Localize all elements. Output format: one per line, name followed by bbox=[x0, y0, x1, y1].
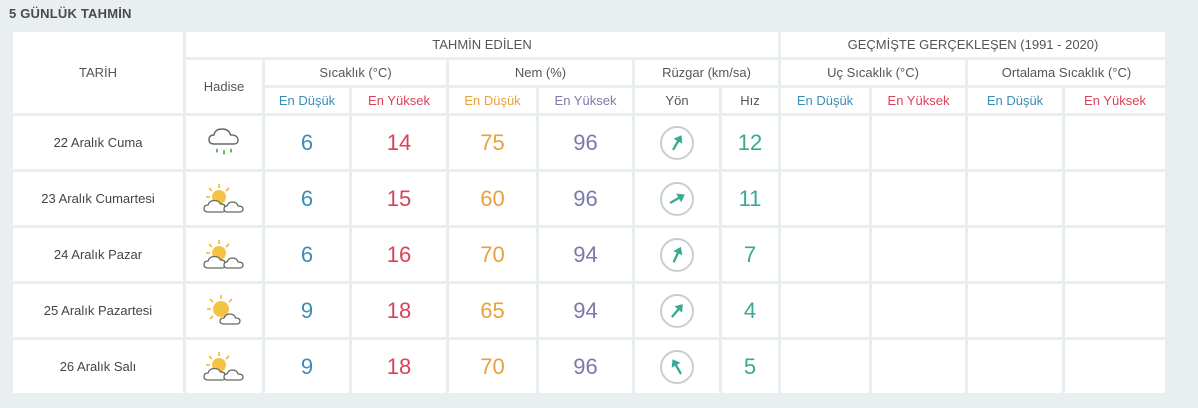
temp-high-value: 16 bbox=[352, 228, 446, 281]
weather-event-cell bbox=[186, 228, 262, 281]
weather-event-cell bbox=[186, 172, 262, 225]
humidity-header: Nem (%) bbox=[449, 60, 632, 85]
humidity-high-value: 96 bbox=[539, 116, 632, 169]
temp-low-value: 6 bbox=[265, 116, 349, 169]
page-title: 5 GÜNLÜK TAHMİN bbox=[9, 6, 132, 21]
history-group-header: GEÇMİŞTE GERÇEKLEŞEN (1991 - 2020) bbox=[781, 32, 1165, 57]
wind-direction-cell bbox=[635, 172, 719, 225]
extreme-high-cell bbox=[872, 228, 965, 281]
wind-speed-header: Hız bbox=[722, 88, 778, 113]
humidity-low-value: 70 bbox=[449, 340, 536, 393]
temp-low-value: 6 bbox=[265, 228, 349, 281]
weather-event-cell bbox=[186, 340, 262, 393]
avg-high-cell bbox=[1065, 172, 1165, 225]
temp-low-value: 9 bbox=[265, 284, 349, 337]
day-date: 25 Aralık Pazartesi bbox=[13, 284, 183, 337]
wind-direction-icon bbox=[660, 181, 694, 216]
extreme-high-cell bbox=[872, 116, 965, 169]
extreme-low-cell bbox=[781, 116, 869, 169]
wind-direction-cell bbox=[635, 116, 719, 169]
temp-low-header: En Düşük bbox=[265, 88, 349, 113]
wind-speed-value: 11 bbox=[722, 172, 778, 225]
extreme-low-header: En Düşük bbox=[781, 88, 869, 113]
wind-direction-header: Yön bbox=[635, 88, 719, 113]
avg-low-cell bbox=[968, 116, 1062, 169]
partly-cloudy-icon bbox=[186, 350, 262, 384]
hum-low-header: En Düşük bbox=[449, 88, 536, 113]
wind-direction-icon bbox=[660, 125, 694, 160]
wind-direction-icon bbox=[660, 237, 694, 272]
day-date: 24 Aralık Pazar bbox=[13, 228, 183, 281]
extreme-high-cell bbox=[872, 172, 965, 225]
forecast-row: 25 Aralık Pazartesi 9 18 65 94 4 bbox=[13, 284, 1165, 337]
avg-high-cell bbox=[1065, 228, 1165, 281]
humidity-low-value: 60 bbox=[449, 172, 536, 225]
wind-speed-value: 4 bbox=[722, 284, 778, 337]
wind-direction-icon bbox=[660, 293, 694, 328]
temp-low-value: 9 bbox=[265, 340, 349, 393]
humidity-high-value: 94 bbox=[539, 228, 632, 281]
wind-direction-cell bbox=[635, 284, 719, 337]
extreme-high-cell bbox=[872, 340, 965, 393]
forecast-row: 23 Aralık Cumartesi 6 15 60 96 11 bbox=[13, 172, 1165, 225]
rain-cloud-icon bbox=[186, 126, 262, 160]
wind-header: Rüzgar (km/sa) bbox=[635, 60, 778, 85]
temp-header: Sıcaklık (°C) bbox=[265, 60, 446, 85]
humidity-high-value: 96 bbox=[539, 340, 632, 393]
avg-low-cell bbox=[968, 340, 1062, 393]
temp-high-header: En Yüksek bbox=[352, 88, 446, 113]
avg-low-cell bbox=[968, 284, 1062, 337]
date-header: TARİH bbox=[13, 32, 183, 113]
humidity-low-value: 65 bbox=[449, 284, 536, 337]
temp-high-value: 14 bbox=[352, 116, 446, 169]
wind-direction-cell bbox=[635, 228, 719, 281]
wind-speed-value: 5 bbox=[722, 340, 778, 393]
event-header: Hadise bbox=[186, 60, 262, 113]
avg-high-cell bbox=[1065, 284, 1165, 337]
avg-high-cell bbox=[1065, 116, 1165, 169]
temp-low-value: 6 bbox=[265, 172, 349, 225]
temp-high-value: 15 bbox=[352, 172, 446, 225]
day-date: 23 Aralık Cumartesi bbox=[13, 172, 183, 225]
mostly-sunny-icon bbox=[186, 294, 262, 328]
extreme-temp-header: Uç Sıcaklık (°C) bbox=[781, 60, 965, 85]
avg-temp-header: Ortalama Sıcaklık (°C) bbox=[968, 60, 1165, 85]
extreme-high-header: En Yüksek bbox=[872, 88, 965, 113]
humidity-high-value: 94 bbox=[539, 284, 632, 337]
extreme-low-cell bbox=[781, 172, 869, 225]
avg-low-cell bbox=[968, 172, 1062, 225]
avg-high-header: En Yüksek bbox=[1065, 88, 1165, 113]
avg-high-cell bbox=[1065, 340, 1165, 393]
day-date: 22 Aralık Cuma bbox=[13, 116, 183, 169]
forecast-group-header: TAHMİN EDİLEN bbox=[186, 32, 778, 57]
humidity-low-value: 70 bbox=[449, 228, 536, 281]
extreme-low-cell bbox=[781, 228, 869, 281]
humidity-high-value: 96 bbox=[539, 172, 632, 225]
day-date: 26 Aralık Salı bbox=[13, 340, 183, 393]
temp-high-value: 18 bbox=[352, 340, 446, 393]
humidity-low-value: 75 bbox=[449, 116, 536, 169]
temp-high-value: 18 bbox=[352, 284, 446, 337]
weather-event-cell bbox=[186, 284, 262, 337]
wind-direction-icon bbox=[660, 349, 694, 384]
wind-speed-value: 12 bbox=[722, 116, 778, 169]
extreme-low-cell bbox=[781, 284, 869, 337]
avg-low-cell bbox=[968, 228, 1062, 281]
wind-speed-value: 7 bbox=[722, 228, 778, 281]
extreme-low-cell bbox=[781, 340, 869, 393]
weather-event-cell bbox=[186, 116, 262, 169]
extreme-high-cell bbox=[872, 284, 965, 337]
forecast-table: TARİH TAHMİN EDİLEN GEÇMİŞTE GERÇEKLEŞEN… bbox=[10, 29, 1168, 396]
forecast-row: 24 Aralık Pazar 6 16 70 94 7 bbox=[13, 228, 1165, 281]
partly-cloudy-icon bbox=[186, 238, 262, 272]
forecast-row: 22 Aralık Cuma 6 14 75 96 12 bbox=[13, 116, 1165, 169]
wind-direction-cell bbox=[635, 340, 719, 393]
hum-high-header: En Yüksek bbox=[539, 88, 632, 113]
forecast-row: 26 Aralık Salı 9 18 70 96 5 bbox=[13, 340, 1165, 393]
avg-low-header: En Düşük bbox=[968, 88, 1062, 113]
partly-cloudy-icon bbox=[186, 182, 262, 216]
